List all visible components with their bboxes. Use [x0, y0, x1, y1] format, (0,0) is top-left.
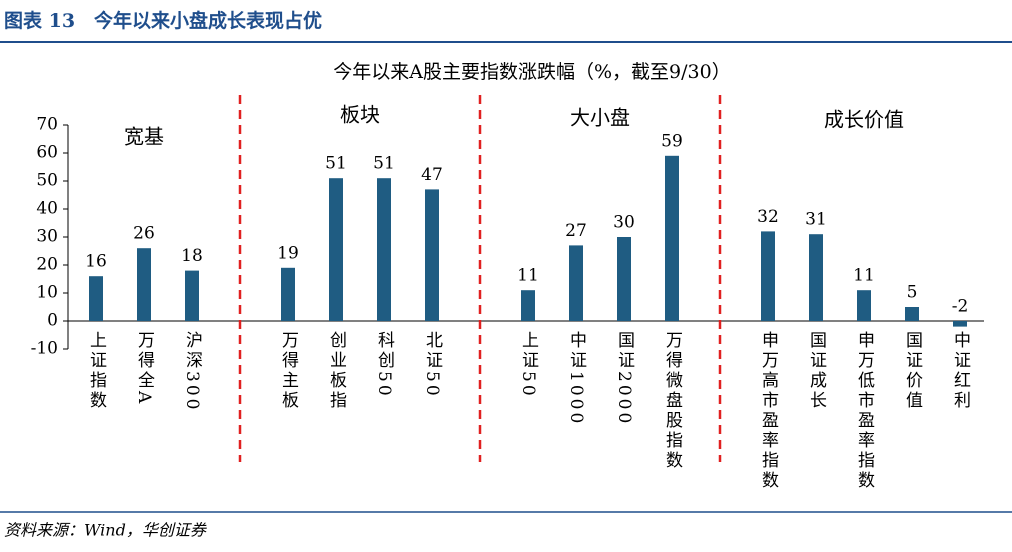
group-label: 成长价值	[824, 108, 904, 132]
x-tick-label: 万得主板	[278, 331, 299, 411]
x-tick-label: 万得微盘股指数	[662, 331, 683, 471]
value-label: 16	[85, 252, 107, 272]
value-label: 11	[853, 266, 875, 286]
y-tick-label: 20	[36, 255, 58, 275]
value-label: 27	[565, 221, 587, 241]
value-label: 59	[661, 131, 683, 151]
x-tick-label: 北证50	[422, 331, 443, 399]
x-tick-label: 国证价值	[902, 331, 923, 411]
value-label: 11	[517, 266, 539, 286]
group-label: 板块	[340, 103, 380, 127]
y-tick-label: 10	[36, 283, 58, 303]
bar	[425, 189, 439, 321]
bar	[905, 307, 919, 321]
value-label: 26	[133, 224, 155, 244]
group-label: 宽基	[124, 125, 164, 149]
value-label: 31	[805, 210, 827, 230]
y-tick-label: 40	[36, 199, 58, 219]
value-label: 51	[373, 154, 395, 174]
x-tick-label: 万得全A	[134, 331, 155, 406]
value-label: 47	[421, 165, 443, 185]
x-tick-label: 国证2000	[614, 331, 635, 426]
x-tick-label: 科创50	[374, 331, 395, 399]
y-tick-label: 0	[47, 311, 58, 331]
value-label: 18	[181, 246, 203, 266]
value-label: 51	[325, 154, 347, 174]
source-note: 资料来源：Wind，华创证券	[4, 521, 208, 540]
y-tick-label: 30	[36, 227, 58, 247]
group-label: 大小盘	[570, 106, 630, 130]
bar	[377, 178, 391, 321]
bar	[89, 276, 103, 321]
bar	[617, 237, 631, 321]
y-tick-label: 60	[36, 143, 58, 163]
y-tick-label: 70	[36, 115, 58, 135]
bar	[809, 234, 823, 321]
x-tick-label: 中证1000	[566, 331, 587, 426]
x-tick-label: 创业板指	[326, 331, 347, 411]
x-tick-label: 上证指数	[86, 331, 107, 411]
x-tick-label: 上证50	[518, 331, 539, 399]
x-tick-label: 申万高市盈率指数	[758, 331, 779, 491]
header-title: 图表 13 今年以来小盘成长表现占优	[4, 9, 322, 32]
bar	[521, 290, 535, 321]
x-tick-label: 中证红利	[950, 331, 971, 411]
bar	[569, 245, 583, 321]
bar	[665, 155, 679, 321]
value-label: 32	[757, 207, 779, 227]
value-label: 30	[613, 213, 635, 233]
bar	[281, 267, 295, 321]
bar	[137, 248, 151, 321]
bar	[857, 290, 871, 321]
bar	[185, 270, 199, 321]
value-label: 19	[277, 243, 299, 263]
bar	[761, 231, 775, 321]
bar	[329, 178, 343, 321]
value-label: 5	[907, 283, 918, 303]
chart-title: 今年以来A股主要指数涨跌幅（%，截至9/30）	[333, 61, 730, 83]
bar	[953, 321, 967, 327]
x-tick-label: 沪深300	[182, 331, 203, 412]
value-label: -2	[952, 297, 969, 317]
x-tick-label: 国证成长	[806, 331, 827, 411]
y-tick-label: 50	[36, 171, 58, 191]
y-tick-label: -10	[31, 339, 58, 359]
x-tick-label: 申万低市盈率指数	[854, 331, 875, 491]
